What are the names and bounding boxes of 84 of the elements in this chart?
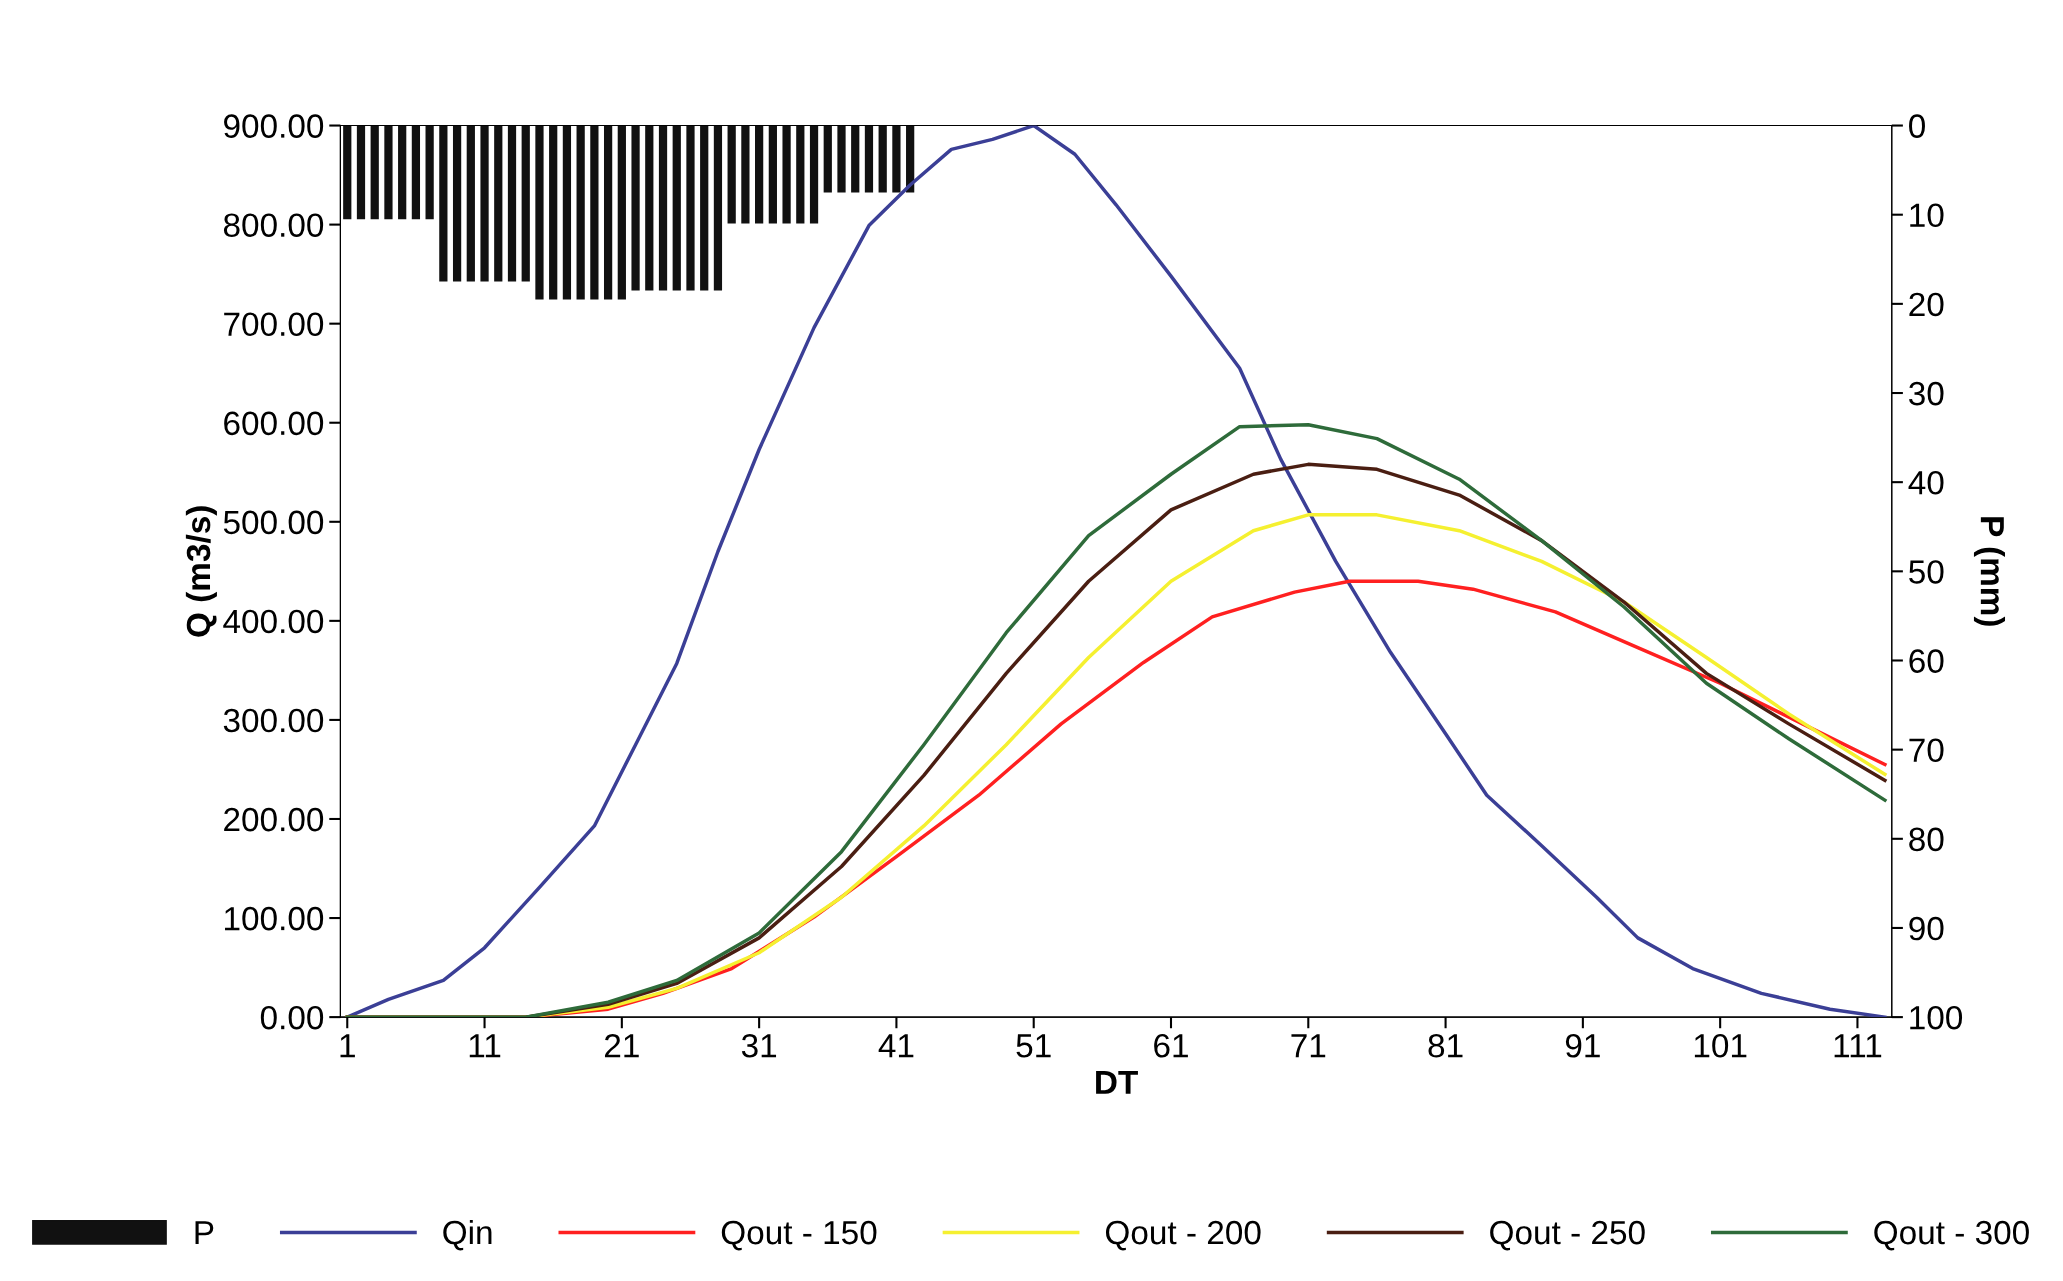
x-tick-label: 41 [878,1034,914,1058]
bar [755,125,764,224]
y2-tick-label: 70 [1909,738,1944,763]
x-tick-label: 81 [1428,1033,1463,1058]
y-tick-label: 100.00 [225,906,324,931]
bar [631,125,640,291]
legend-label: Qin [443,1219,492,1251]
bar [617,125,626,300]
y2-tick-label: 50 [1909,560,1944,584]
y2-tick-label: 10 [1910,203,1944,228]
bar [398,125,407,220]
bar [796,125,805,224]
bar [851,125,860,193]
bar [645,125,654,291]
y2-tick-label: 60 [1909,649,1944,673]
bar [878,125,887,193]
bar [727,125,736,224]
legend-label: Qout - 250 [1490,1220,1645,1251]
y2-tick-label: 100 [1910,1005,1963,1030]
y-tick-label: 600.00 [224,411,324,436]
x-tick-label: 51 [1016,1034,1051,1058]
x-tick-label: 1 [340,1034,355,1058]
bar [535,125,544,300]
bar [823,125,832,193]
bar [713,125,723,291]
bar [837,125,846,193]
x-tick-label: 111 [1834,1034,1882,1058]
y2-axis-title: P (mm) [1973,517,2006,626]
y-tick-label: 700.00 [224,312,324,337]
bar [343,125,352,220]
bar [466,125,475,282]
x-tick-label: 71 [1291,1034,1326,1058]
bar [452,125,462,282]
y-tick-label: 0.00 [260,1005,324,1030]
bar [741,125,750,224]
y2-tick-label: 0 [1909,114,1925,138]
bar [782,125,791,224]
bar [549,125,558,300]
bar [521,125,530,282]
y2-tick-label: 80 [1909,827,1944,852]
x-tick-label: 101 [1694,1033,1747,1058]
y2-tick-label: 90 [1909,916,1944,941]
bar [411,125,421,220]
x-tick-label: 61 [1154,1033,1188,1058]
y2-tick-label: 20 [1909,292,1944,317]
bar [384,125,393,220]
legend-label: P [195,1221,214,1245]
x-tick-label: 21 [604,1033,639,1058]
x-tick-label: 11 [469,1034,501,1058]
legend-label: Qout - 200 [1105,1220,1261,1251]
bar [603,125,613,300]
bar [892,125,901,193]
bar [809,125,819,224]
y-tick-label: 900.00 [224,114,324,138]
bar [590,125,599,300]
bar [768,125,777,224]
bar [864,125,874,193]
bar [686,125,695,291]
y-axis-title: Q (m3/s) [185,506,217,637]
bar [658,125,668,291]
legend-label: Qout - 300 [1874,1220,2029,1251]
bar [439,125,448,282]
y2-tick-label: 40 [1908,470,1944,495]
x-tick-label: 91 [1565,1033,1600,1058]
y-tick-label: 400.00 [223,609,324,634]
legend-label: Qout - 150 [721,1220,877,1251]
y2-tick-label: 30 [1909,381,1944,406]
bar [370,125,379,220]
x-axis-title: DT [1096,1070,1138,1094]
bar [425,125,434,220]
bar [672,125,681,291]
y-tick-label: 500.00 [223,510,324,535]
bar [480,125,489,282]
y-tick-label: 300.00 [223,708,324,733]
bar [562,125,572,300]
y-tick-label: 800.00 [223,213,324,238]
bar [507,125,517,282]
line-series [345,125,1887,1018]
bar [700,125,709,291]
bar [576,125,585,300]
bar [494,125,503,282]
bar [356,125,366,220]
y-tick-label: 200.00 [224,807,324,832]
x-tick-label: 31 [741,1033,777,1058]
